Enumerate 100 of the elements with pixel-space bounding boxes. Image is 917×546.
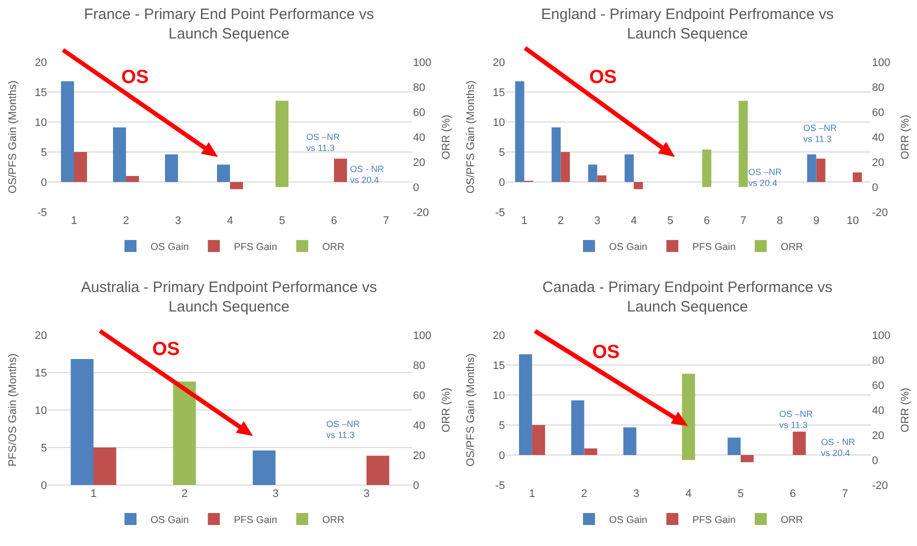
x-tick-label: 1 bbox=[90, 488, 97, 500]
annotation: OS –NR vs 20.4 bbox=[748, 167, 782, 189]
bar bbox=[623, 427, 636, 455]
y-tick-label: 5 bbox=[40, 442, 47, 454]
annotation: OS bbox=[121, 67, 149, 89]
bar bbox=[94, 448, 116, 485]
bar bbox=[217, 164, 230, 182]
y2-tick-label: 100 bbox=[872, 330, 890, 342]
y2-tick-label: 0 bbox=[872, 454, 878, 467]
y2-axis-title: ORR (%) bbox=[900, 388, 912, 432]
y-tick-label: 10 bbox=[34, 404, 47, 417]
y-axis-title: PFS/OS Gain (Months) bbox=[7, 353, 19, 467]
y2-tick-label: 20 bbox=[872, 156, 884, 169]
annotation: OS –NR vs 11.3 bbox=[779, 409, 813, 431]
bar bbox=[597, 175, 606, 182]
y2-tick-label: -20 bbox=[872, 206, 888, 219]
y-tick-label: 10 bbox=[34, 116, 47, 129]
y-tick-label: 0 bbox=[40, 176, 47, 189]
y2-tick-label: 40 bbox=[872, 132, 884, 144]
x-tick-label: 3 bbox=[272, 488, 279, 500]
x-tick-label: 4 bbox=[685, 488, 692, 500]
y2-tick-label: 100 bbox=[413, 56, 432, 69]
y2-tick-label: 20 bbox=[872, 430, 884, 442]
bar bbox=[634, 182, 643, 190]
y2-tick-label: 80 bbox=[413, 360, 426, 372]
y2-tick-label: 100 bbox=[413, 330, 432, 342]
y-tick-label: 15 bbox=[34, 367, 47, 380]
bar bbox=[588, 164, 598, 182]
y2-axis-title: ORR (%) bbox=[900, 114, 912, 160]
annotation: OS - NR vs 20.4 bbox=[350, 164, 384, 186]
y-tick-label: -5 bbox=[495, 206, 505, 219]
x-tick-label: 1 bbox=[529, 488, 536, 500]
x-tick-label: 2 bbox=[181, 488, 188, 500]
bar bbox=[515, 81, 524, 182]
legend-label: OS Gain bbox=[150, 514, 189, 526]
legend-label: PFS Gain bbox=[692, 514, 736, 526]
x-tick-label: 1 bbox=[70, 215, 78, 227]
y2-tick-label: 20 bbox=[413, 156, 426, 169]
y-tick-label: 0 bbox=[498, 176, 505, 189]
y2-tick-label: 60 bbox=[413, 106, 426, 119]
y-tick-label: 5 bbox=[498, 146, 505, 159]
y2-tick-label: 60 bbox=[872, 380, 884, 392]
y2-axis-title: ORR (%) bbox=[440, 114, 452, 160]
x-tick-label: 5 bbox=[278, 215, 286, 227]
y-axis-title: OS/PFS Gain (Months) bbox=[465, 353, 477, 467]
bar bbox=[334, 158, 347, 182]
bar bbox=[532, 425, 546, 455]
y2-tick-label: 80 bbox=[413, 82, 426, 94]
bar bbox=[519, 354, 532, 455]
annotation: OS - NR vs 20.4 bbox=[820, 437, 856, 459]
legend-label: PFS Gain bbox=[234, 514, 278, 526]
bar bbox=[807, 154, 816, 182]
x-tick-label: 6 bbox=[330, 215, 338, 227]
legend-label: OS Gain bbox=[150, 242, 189, 253]
y-tick-label: 10 bbox=[492, 390, 505, 402]
bar bbox=[584, 448, 598, 455]
bar bbox=[852, 172, 862, 182]
chart-title: France - Primary End Point Performance vs Launch Sequence bbox=[84, 6, 374, 43]
x-tick-label: 1 bbox=[521, 215, 528, 227]
y-tick-label: 5 bbox=[40, 146, 47, 159]
y2-tick-label: -20 bbox=[413, 206, 429, 219]
legend-label: ORR bbox=[322, 514, 344, 526]
x-tick-label: 4 bbox=[630, 215, 637, 227]
y-tick-label: -5 bbox=[37, 206, 47, 219]
chart-title: Australia - Primary Endpoint Performance vs Launch Sequence bbox=[81, 279, 377, 316]
y-tick-label: 0 bbox=[498, 450, 505, 462]
bar bbox=[126, 176, 139, 182]
y2-tick-label: 0 bbox=[413, 480, 420, 492]
y2-axis-title: ORR (%) bbox=[440, 388, 452, 432]
y-tick-label: 20 bbox=[34, 330, 47, 342]
legend-label: ORR bbox=[322, 242, 344, 253]
y-tick-label: 15 bbox=[492, 86, 505, 99]
y-tick-label: 20 bbox=[492, 330, 505, 342]
annotation: OS bbox=[592, 342, 620, 364]
y2-tick-label: 40 bbox=[413, 132, 426, 144]
y-tick-label: 10 bbox=[492, 116, 505, 129]
x-tick-label: 5 bbox=[738, 488, 744, 500]
y2-tick-label: 40 bbox=[872, 404, 884, 417]
x-tick-label: 3 bbox=[594, 215, 600, 227]
bar bbox=[165, 154, 178, 182]
y2-tick-label: 20 bbox=[413, 450, 426, 462]
x-tick-label: 7 bbox=[382, 215, 390, 227]
bar bbox=[230, 182, 243, 190]
bar bbox=[728, 438, 741, 455]
y2-tick-label: 0 bbox=[872, 182, 878, 194]
bar bbox=[560, 152, 570, 182]
x-tick-label: 2 bbox=[558, 215, 564, 227]
y-axis-title: OS/PFS Gain (Months) bbox=[7, 80, 19, 194]
annotation: OS –NR vs 11.3 bbox=[306, 132, 340, 154]
y-tick-label: 20 bbox=[34, 56, 47, 69]
bar bbox=[792, 432, 806, 455]
y-axis-title: OS/PFS Gain (Months) bbox=[465, 80, 477, 194]
y2-tick-label: 80 bbox=[872, 354, 884, 367]
x-tick-label: 10 bbox=[846, 215, 859, 227]
bar bbox=[366, 456, 390, 485]
legend-label: ORR bbox=[780, 242, 803, 253]
legend-label: PFS Gain bbox=[692, 242, 736, 253]
y-tick-label: 0 bbox=[40, 480, 47, 492]
y2-tick-label: -20 bbox=[872, 480, 888, 492]
x-tick-label: 2 bbox=[581, 488, 588, 500]
